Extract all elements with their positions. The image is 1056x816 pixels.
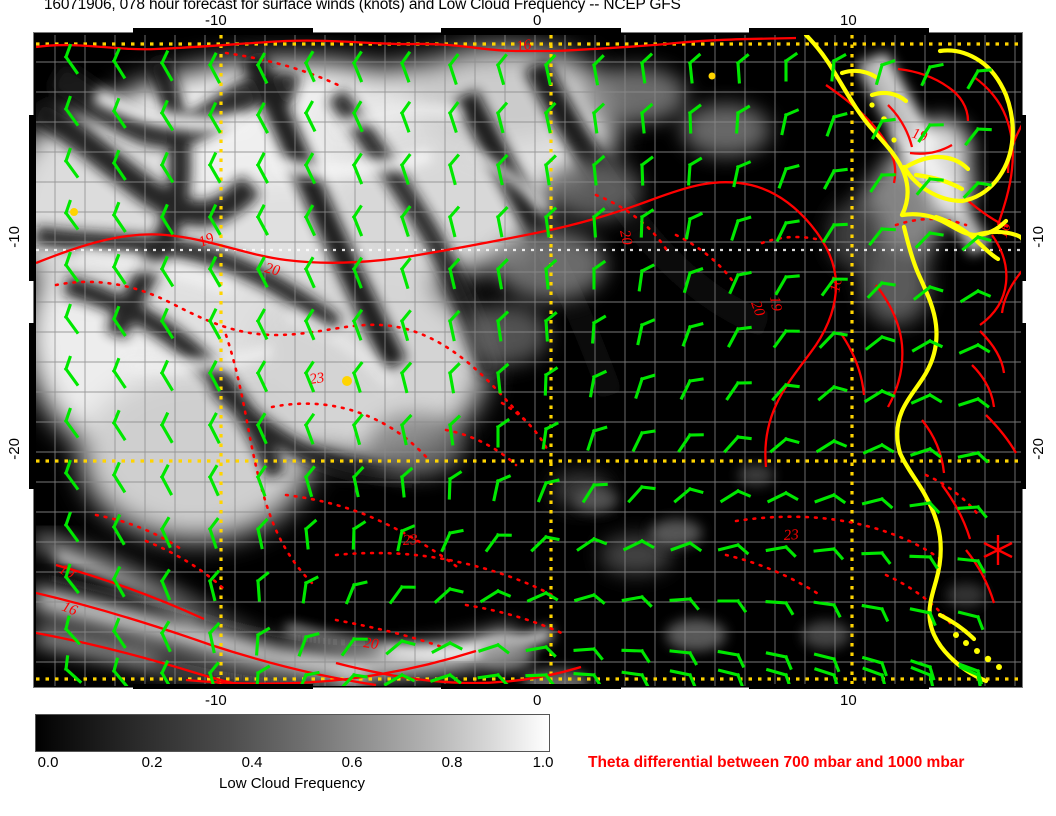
- plot-area: 16 19 20 20 19 20 16 16 19 23 23 23 19 1…: [35, 34, 1021, 686]
- yaxis-left-label--20: -20: [6, 438, 23, 460]
- yaxis-right-label--10: -10: [1030, 226, 1047, 248]
- colorbar-tick-2: 0.4: [241, 754, 263, 771]
- xaxis-bottom-label-0: 0: [533, 692, 542, 709]
- axis-tick-top-b: [441, 28, 621, 33]
- svg-text:23: 23: [402, 531, 418, 548]
- xaxis-top-label--10: -10: [205, 12, 227, 29]
- axis-tick-bottom-a: [133, 684, 313, 689]
- svg-text:16: 16: [515, 36, 533, 54]
- colorbar-tick-3: 0.6: [341, 754, 363, 771]
- colorbar-tick-5: 1.0: [532, 754, 554, 771]
- svg-text:20: 20: [747, 298, 767, 318]
- coastline: [803, 34, 1021, 683]
- axis-tick-right-10: [1021, 115, 1026, 281]
- colorbar-tick-4: 0.8: [441, 754, 463, 771]
- axis-tick-top-a: [133, 28, 313, 33]
- marker-asterisk: [982, 534, 1013, 565]
- svg-text:16: 16: [59, 598, 79, 619]
- page-title: 16071906, 078 hour forecast for surface …: [44, 0, 681, 13]
- reference-gridlines: [35, 34, 1021, 686]
- coastline-dots: [868, 101, 1002, 670]
- colorbar-gradient: [35, 714, 550, 752]
- colorbar-tick-1: 0.2: [141, 754, 163, 771]
- colorbar-tick-0: 0.0: [37, 754, 59, 771]
- colorbar: 0.0 0.2 0.4 0.6 0.8 1.0 Low Cloud Freque…: [35, 714, 553, 792]
- theta-differential-legend: Theta differential between 700 mbar and …: [588, 754, 965, 771]
- svg-text:23: 23: [783, 526, 799, 543]
- station-markers: [69, 72, 715, 386]
- yaxis-right-label--20: -20: [1030, 438, 1047, 460]
- plot-frame: 16 19 20 20 19 20 16 16 19 23 23 23 19 1…: [33, 32, 1023, 688]
- svg-text:19: 19: [766, 294, 784, 312]
- svg-text:20: 20: [263, 260, 282, 279]
- theta-contours-solid: [35, 36, 1021, 686]
- axis-tick-bottom-b: [441, 684, 621, 689]
- yaxis-left-label--10: -10: [6, 226, 23, 248]
- svg-text:20: 20: [616, 228, 635, 246]
- axis-tick-left-10: [29, 115, 34, 281]
- xaxis-top-label-0: 0: [533, 12, 542, 29]
- xaxis-bottom-label-10: 10: [840, 692, 857, 709]
- forecast-map: 16 19 20 20 19 20 16 16 19 23 23 23 19 1…: [29, 28, 1026, 689]
- axis-tick-top-c: [749, 28, 929, 33]
- svg-text:19: 19: [196, 230, 216, 251]
- contour-labels: 16 19 20 20 19 20 16 16 19 23 23 23 19 1…: [56, 36, 1014, 685]
- svg-text:23: 23: [308, 370, 325, 388]
- axis-tick-bottom-c: [749, 684, 929, 689]
- xaxis-top-label-10: 10: [840, 12, 857, 29]
- map-canvas: 16 19 20 20 19 20 16 16 19 23 23 23 19 1…: [35, 34, 1021, 686]
- xaxis-bottom-label--10: -10: [205, 692, 227, 709]
- axis-tick-right-20: [1021, 323, 1026, 489]
- theta-contours-dotted: [54, 51, 981, 648]
- colorbar-label: Low Cloud Frequency: [219, 775, 365, 792]
- axis-tick-left-20: [29, 323, 34, 489]
